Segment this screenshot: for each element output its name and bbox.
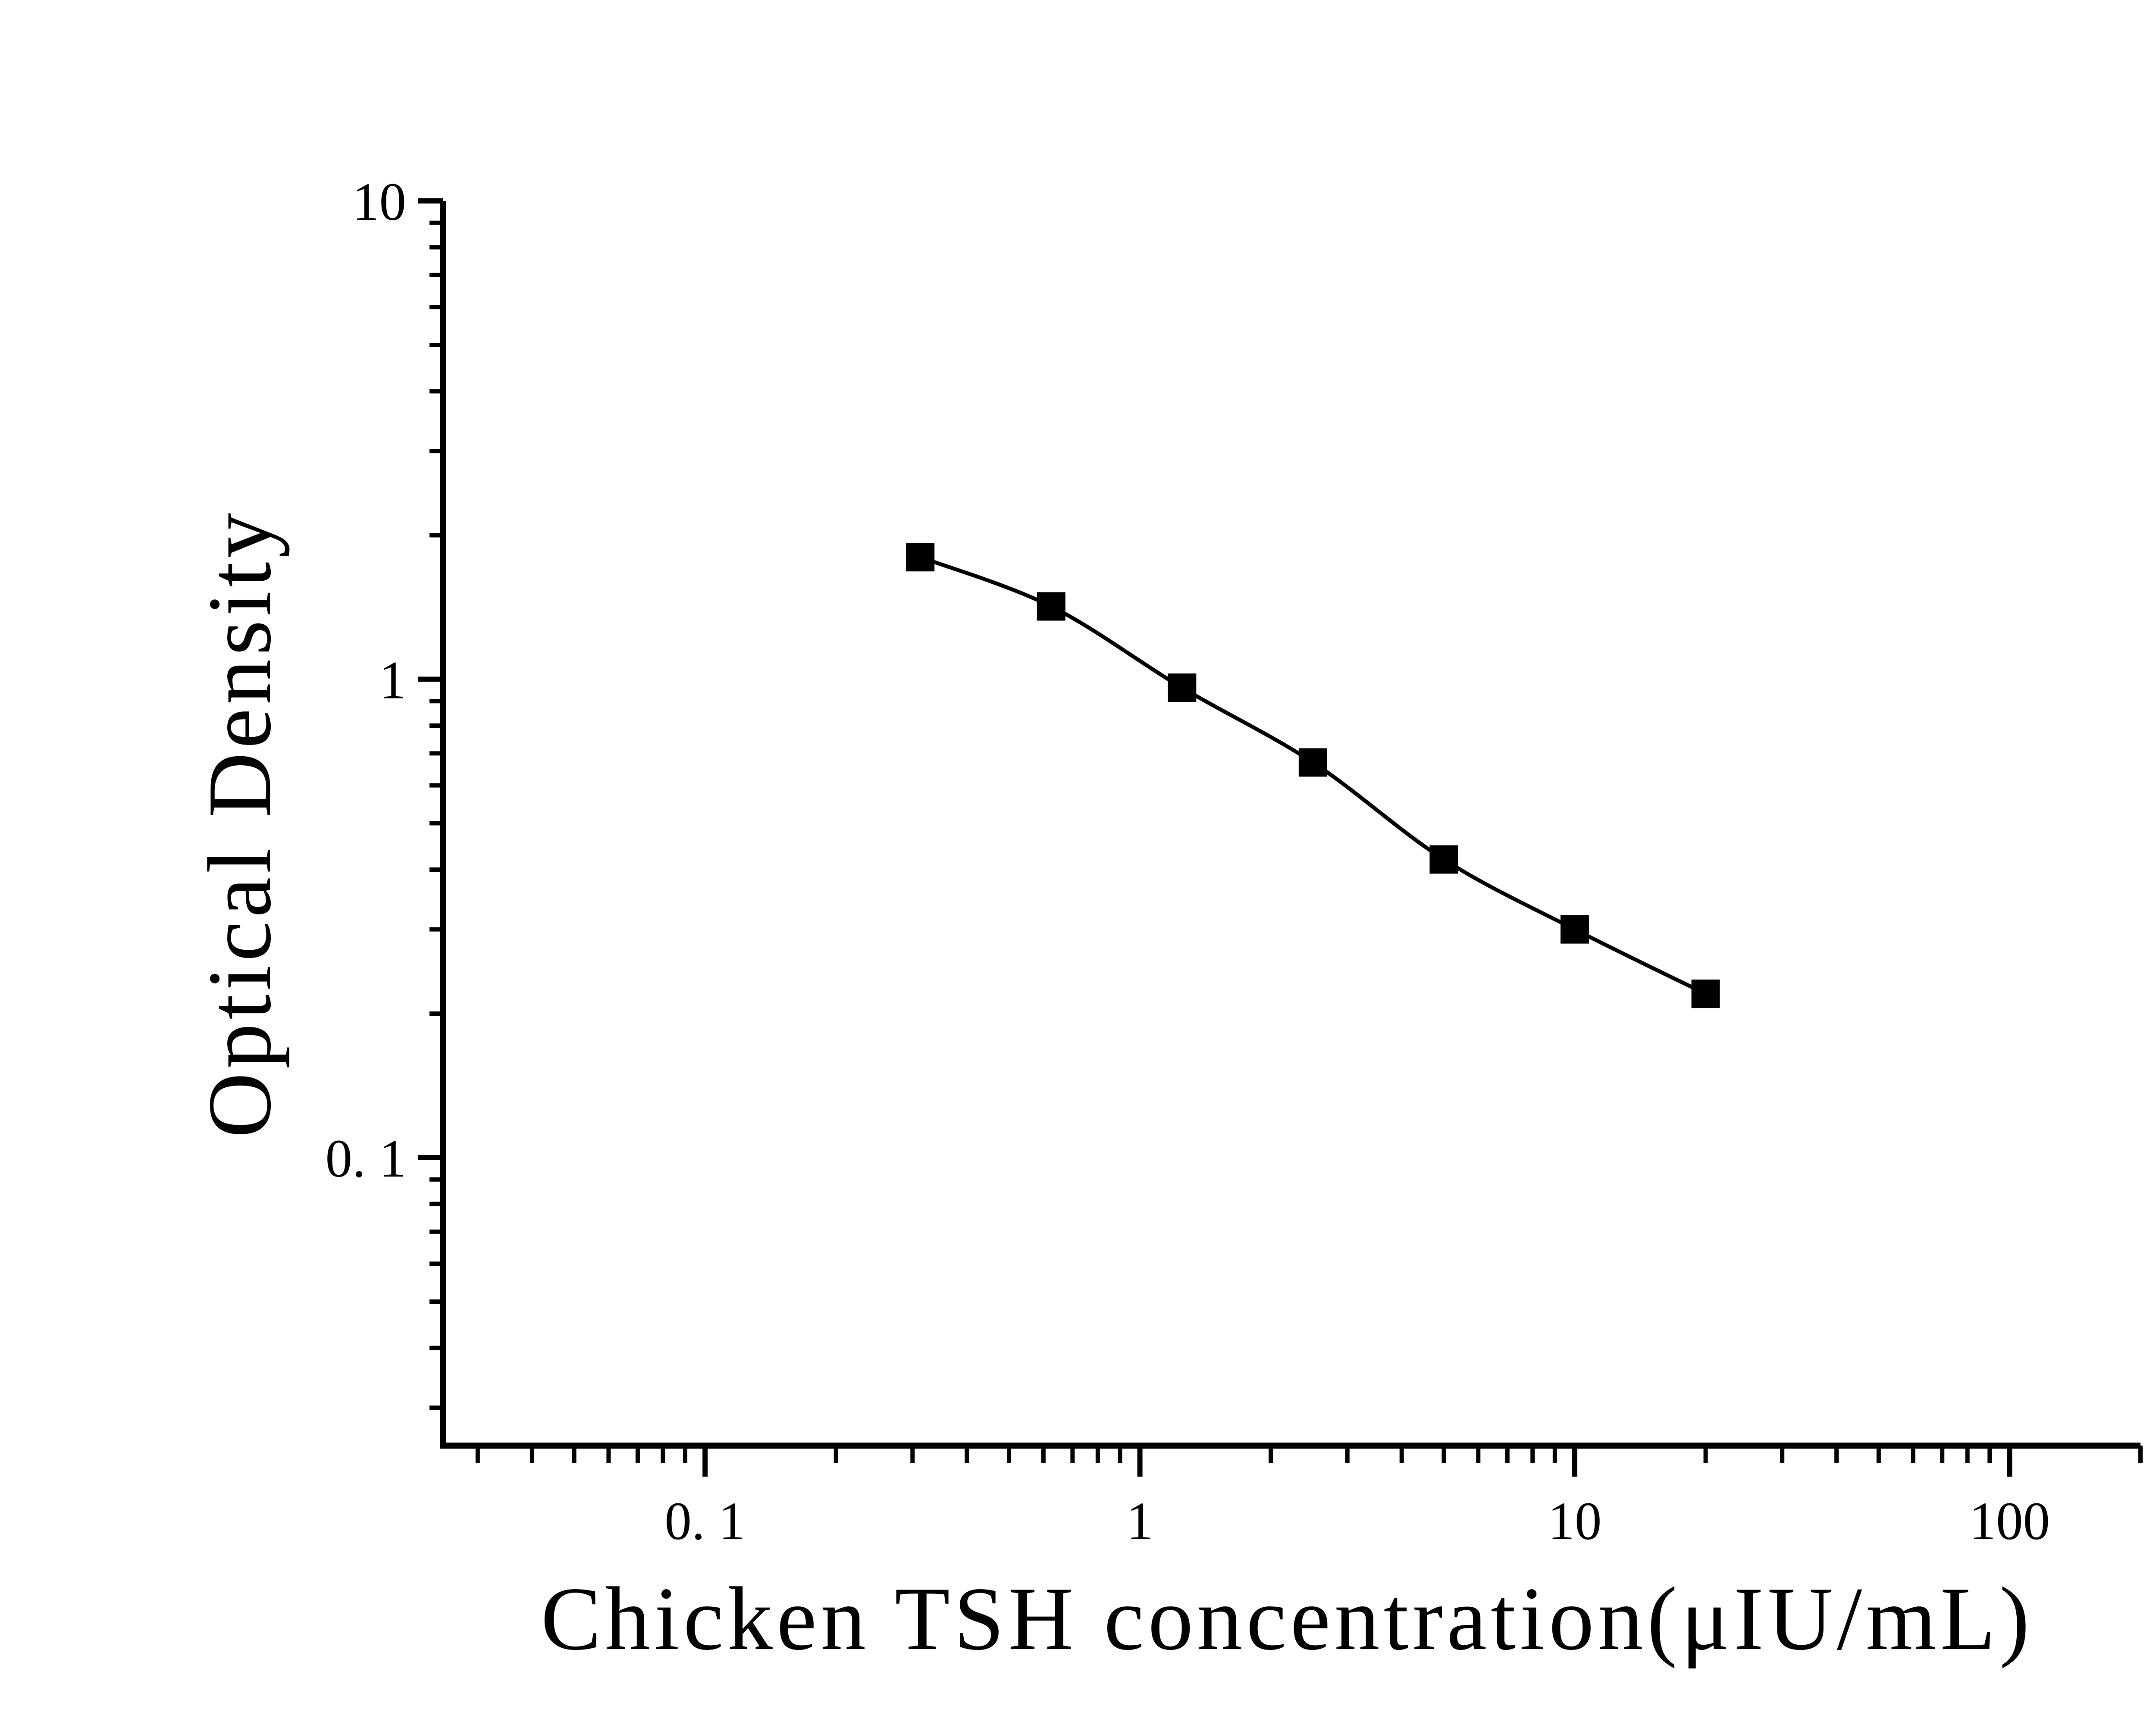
data-point-marker bbox=[906, 543, 935, 572]
y-tick-label: 10 bbox=[352, 172, 406, 232]
data-point-marker bbox=[1037, 592, 1065, 621]
x-tick-label: 100 bbox=[1969, 1492, 2050, 1551]
x-tick-label: 10 bbox=[1548, 1492, 1602, 1551]
x-tick-label: 0. 1 bbox=[664, 1492, 746, 1551]
data-point-marker bbox=[1429, 845, 1458, 874]
x-tick-label: 1 bbox=[1126, 1492, 1153, 1551]
y-axis-title: Optical Density bbox=[190, 509, 290, 1138]
y-tick-label: 0. 1 bbox=[326, 1129, 407, 1189]
y-tick-label: 1 bbox=[379, 651, 407, 711]
data-point-marker bbox=[1691, 980, 1720, 1008]
data-point-marker bbox=[1168, 673, 1197, 702]
data-point-marker bbox=[1298, 748, 1327, 777]
data-point-marker bbox=[1561, 915, 1589, 944]
x-axis-title: Chicken TSH concentration(μIU/mL) bbox=[541, 1569, 2034, 1669]
axis-frame bbox=[440, 201, 2140, 1449]
